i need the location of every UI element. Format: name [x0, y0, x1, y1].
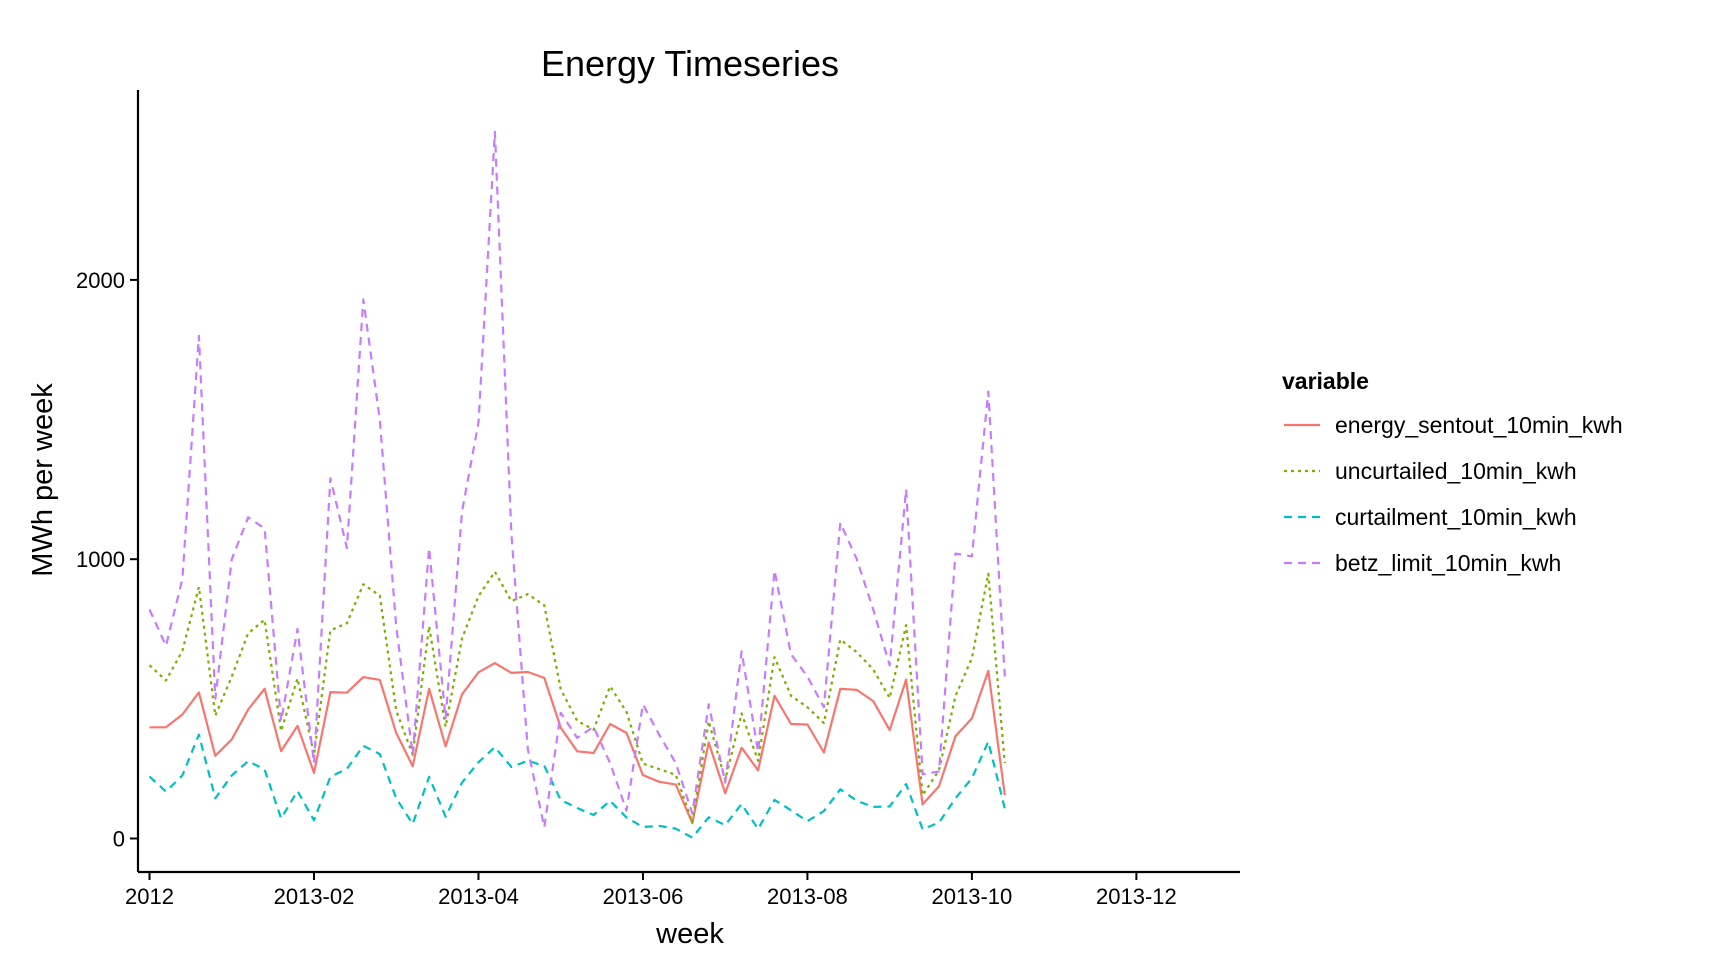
x-tick-label: 2013-08	[767, 884, 848, 909]
series-line-curtailment-10min-kwh	[148, 733, 1006, 839]
y-tick-label: 1000	[76, 547, 125, 572]
x-tick-label: 2012	[125, 884, 174, 909]
plot-area: 0 1000 2000 2012 2013-02 2013-04 2013-06 2013-0…	[76, 90, 1240, 909]
legend-label-uncurtailed-10min-kwh: uncurtailed_10min_kwh	[1335, 458, 1577, 484]
series-line-betz-limit-10min-kwh	[148, 130, 1006, 829]
y-tick-label: 0	[113, 826, 125, 851]
x-tick-label: 2013-02	[274, 884, 355, 909]
y-tick-label: 2000	[76, 268, 125, 293]
x-tick-label: 2013-06	[603, 884, 684, 909]
series-line-energy-sentout-10min-kwh	[149, 661, 1006, 825]
legend-title: variable	[1282, 368, 1369, 394]
legend-label-curtailment-10min-kwh: curtailment_10min_kwh	[1335, 504, 1577, 530]
chart-title: Energy Timeseries	[541, 43, 839, 84]
x-tick-label: 2013-04	[438, 884, 519, 909]
x-tick-label: 2013-12	[1096, 884, 1177, 909]
x-axis-title: week	[655, 918, 724, 950]
legend-label-betz-limit-10min-kwh: betz_limit_10min_kwh	[1335, 550, 1561, 576]
x-tick-label: 2013-10	[932, 884, 1013, 909]
legend: energy_sentout_10min_kwh uncurtailed_10mi…	[1284, 412, 1623, 576]
legend-label-energy-sentout-10min-kwh: energy_sentout_10min_kwh	[1335, 412, 1623, 438]
y-axis-title: MWh per week	[27, 383, 59, 577]
series-line-uncurtailed-10min-kwh	[148, 570, 1006, 824]
